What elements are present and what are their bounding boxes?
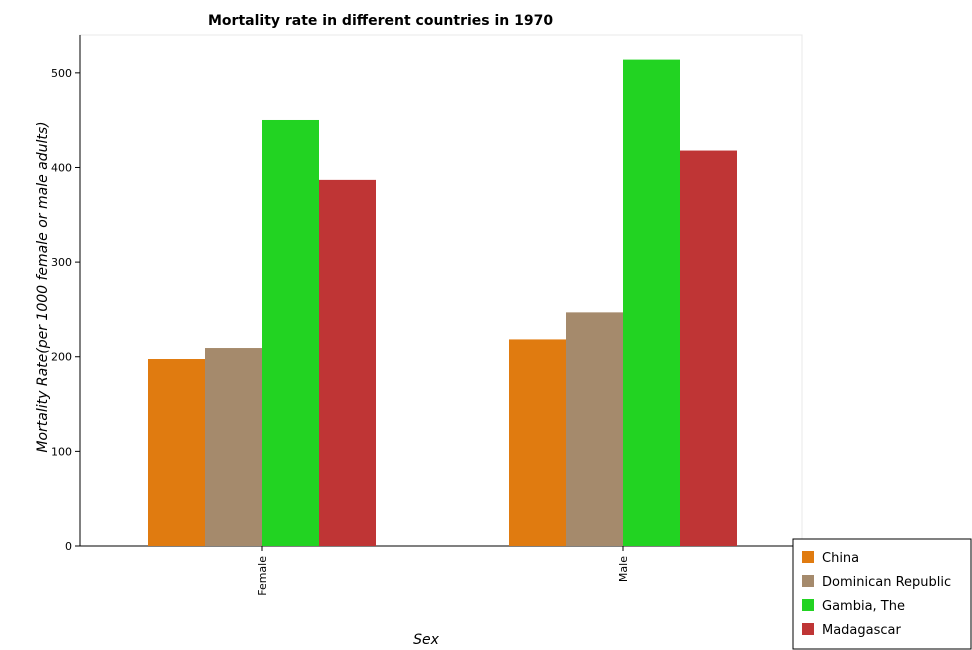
bar-dominican-republic-female bbox=[205, 348, 262, 546]
y-tick-label: 0 bbox=[65, 540, 72, 553]
bar-gambia-the-male bbox=[623, 59, 680, 547]
y-axis-label: Mortality Rate(per 1000 female or male a… bbox=[35, 121, 51, 452]
legend-box bbox=[792, 538, 972, 650]
x-tick-label: Male bbox=[617, 556, 630, 582]
plot-area: 0 100 200 300 400 500 Female Male bbox=[51, 34, 803, 596]
legend-label: Madagascar bbox=[822, 623, 902, 638]
y-tick-label: 100 bbox=[51, 445, 72, 458]
legend-swatch bbox=[802, 551, 814, 563]
legend-label: China bbox=[822, 551, 859, 566]
x-axis-label: Sex bbox=[413, 632, 440, 648]
x-tick-label: Female bbox=[256, 556, 269, 596]
chart-title: Mortality rate in different countries in… bbox=[208, 13, 553, 29]
y-tick-label: 400 bbox=[51, 161, 72, 174]
y-tick-label: 200 bbox=[51, 351, 72, 364]
legend: China Dominican Republic Gambia, The Madaga… bbox=[792, 538, 972, 650]
bar-madagascar-male bbox=[680, 150, 737, 546]
legend-label: Gambia, The bbox=[822, 599, 905, 614]
bar-gambia-the-female bbox=[262, 119, 319, 546]
legend-swatch bbox=[802, 575, 814, 587]
y-tick-label: 300 bbox=[51, 256, 72, 269]
bar-madagascar-female bbox=[319, 179, 376, 546]
legend-label: Dominican Republic bbox=[822, 575, 951, 590]
y-tick-label: 500 bbox=[51, 67, 72, 80]
legend-swatch bbox=[802, 623, 814, 635]
bar-china-female bbox=[148, 359, 205, 546]
bar-dominican-republic-male bbox=[566, 312, 623, 546]
bar-china-male bbox=[509, 339, 566, 546]
legend-swatch bbox=[802, 599, 814, 611]
